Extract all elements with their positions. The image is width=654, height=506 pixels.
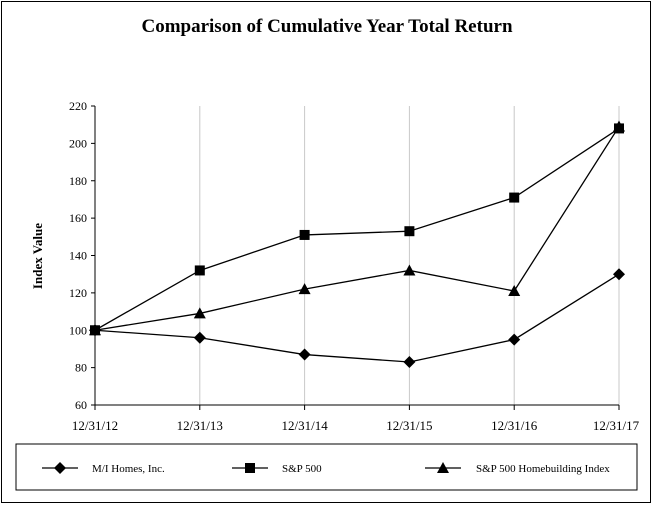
data-point-triangle	[403, 264, 416, 276]
series-group	[89, 120, 625, 369]
chart-title: Comparison of Cumulative Year Total Retu…	[141, 16, 513, 37]
data-point-triangle	[89, 324, 101, 336]
data-point-triangle	[193, 307, 206, 319]
series-square	[90, 123, 624, 336]
series-line	[94, 126, 620, 331]
y-tick-label: 140	[69, 249, 87, 263]
y-tick-label: 60	[75, 398, 87, 412]
data-point-diamond	[193, 331, 206, 344]
x-tick-label: 12/31/17	[593, 418, 640, 433]
legend-label: S&P 500 Homebuilding Index	[476, 463, 610, 475]
data-point-square	[299, 229, 310, 240]
legend-label: M/I Homes, Inc.	[92, 463, 165, 475]
data-point-square	[404, 226, 415, 237]
legend-box	[15, 443, 638, 491]
axes	[94, 106, 619, 409]
data-point-diamond	[403, 356, 416, 369]
x-tick-label: 12/31/15	[386, 418, 432, 433]
data-point-diamond	[508, 333, 521, 346]
y-tick-label: 220	[69, 99, 87, 113]
data-point-triangle	[508, 285, 521, 297]
legend-marker-square	[245, 463, 255, 473]
y-tick-label: 120	[69, 286, 87, 300]
series-line	[94, 127, 620, 331]
grid-lines	[199, 106, 620, 405]
data-point-square	[509, 192, 520, 203]
y-axis-label: Index Value	[30, 223, 45, 289]
series-triangle	[89, 120, 625, 336]
legend: M/I Homes, Inc. S&P 500 S&P 500 Homebuildi…	[15, 443, 638, 491]
legend-marker-diamond	[54, 462, 66, 474]
legend-label: S&P 500	[282, 463, 322, 475]
data-point-diamond	[298, 348, 311, 361]
y-tick-label: 80	[75, 361, 87, 375]
y-tick-label: 200	[69, 136, 87, 150]
x-axis-ticks: 12/31/12 12/31/13 12/31/14 12/31/15 12/31/16…	[72, 405, 640, 433]
legend-marker-triangle	[437, 462, 449, 473]
y-tick-label: 160	[69, 211, 87, 225]
y-axis-ticks: 60 80 100 120 140 160 180 200 220	[69, 99, 95, 412]
x-tick-label: 12/31/12	[72, 418, 118, 433]
x-tick-label: 12/31/16	[491, 418, 538, 433]
y-tick-label: 180	[69, 174, 87, 188]
series-line	[94, 273, 620, 363]
y-tick-label: 100	[69, 323, 87, 337]
data-point-triangle	[298, 283, 311, 295]
data-point-square	[194, 265, 205, 276]
x-tick-label: 12/31/13	[177, 418, 223, 433]
data-point-diamond	[613, 268, 625, 281]
x-tick-label: 12/31/14	[281, 418, 328, 433]
data-point-triangle	[613, 120, 625, 132]
